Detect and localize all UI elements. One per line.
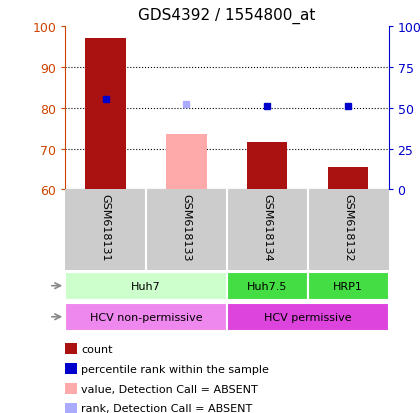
Bar — [328, 168, 368, 190]
Text: GSM618131: GSM618131 — [100, 194, 110, 261]
Text: Huh7.5: Huh7.5 — [247, 281, 287, 291]
Bar — [227, 272, 307, 300]
Bar — [247, 143, 287, 190]
Text: Huh7: Huh7 — [131, 281, 161, 291]
Text: count: count — [81, 344, 113, 354]
Bar — [65, 272, 227, 300]
Text: GSM618133: GSM618133 — [181, 194, 192, 261]
Text: HCV non-permissive: HCV non-permissive — [89, 312, 202, 322]
Bar — [166, 135, 207, 190]
Bar — [65, 303, 227, 331]
Bar — [307, 272, 388, 300]
Text: HCV permissive: HCV permissive — [264, 312, 352, 322]
Title: GDS4392 / 1554800_at: GDS4392 / 1554800_at — [138, 8, 315, 24]
Text: GSM618134: GSM618134 — [262, 194, 272, 261]
Bar — [227, 303, 388, 331]
Text: percentile rank within the sample: percentile rank within the sample — [81, 364, 269, 374]
Text: HRP1: HRP1 — [333, 281, 363, 291]
Text: GSM618132: GSM618132 — [343, 194, 353, 261]
Bar — [85, 39, 126, 190]
Text: rank, Detection Call = ABSENT: rank, Detection Call = ABSENT — [81, 404, 252, 413]
Text: value, Detection Call = ABSENT: value, Detection Call = ABSENT — [81, 384, 258, 394]
